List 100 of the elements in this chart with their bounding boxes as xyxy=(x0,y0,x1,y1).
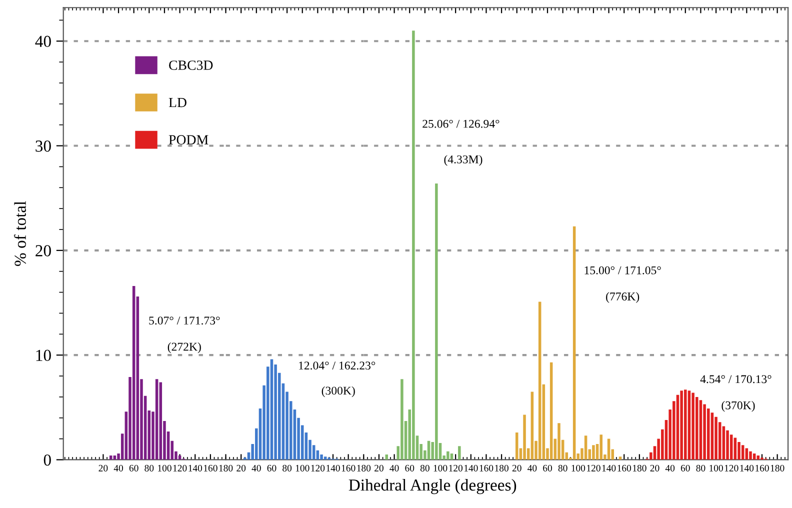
legend-label: PODM xyxy=(168,135,208,144)
bar xyxy=(730,434,733,460)
bar xyxy=(680,390,683,460)
bar xyxy=(676,394,680,460)
x-tick-label: 180 xyxy=(495,464,508,472)
x-tick-label: 40 xyxy=(665,464,675,472)
x-tick-label: 120 xyxy=(587,464,600,472)
x-tick-label: 100 xyxy=(296,464,310,472)
x-tick-label: 60 xyxy=(405,464,414,472)
x-axis-title: Dihedral Angle (degrees) xyxy=(348,478,516,494)
bar xyxy=(749,451,752,460)
x-tick-label: 120 xyxy=(173,464,187,472)
x-tick-label: 140 xyxy=(326,464,340,472)
y-tick-label: 30 xyxy=(36,140,51,152)
bar xyxy=(592,445,595,460)
x-tick-label: 160 xyxy=(204,464,218,472)
x-tick-label: 80 xyxy=(420,464,430,472)
x-tick-label: 100 xyxy=(710,464,723,472)
bar xyxy=(572,226,576,460)
x-tick-label: 60 xyxy=(680,464,690,472)
x-tick-label: 120 xyxy=(724,464,738,472)
legend-label: LD xyxy=(168,98,186,108)
x-tick-label: 140 xyxy=(602,464,616,472)
x-tick-label: 80 xyxy=(696,464,706,472)
bar xyxy=(400,379,404,460)
x-tick-label: 180 xyxy=(632,464,646,472)
bar xyxy=(692,392,694,460)
bar xyxy=(722,426,726,460)
x-tick-label: 160 xyxy=(342,464,356,472)
annotation: (272K) xyxy=(168,342,201,354)
x-tick-label: 20 xyxy=(236,464,246,472)
x-tick-label: 60 xyxy=(129,464,138,472)
x-tick-label: 120 xyxy=(449,464,462,472)
bar xyxy=(600,434,603,460)
bar xyxy=(515,432,518,460)
bar xyxy=(550,362,553,460)
bar xyxy=(458,446,461,460)
bar xyxy=(435,183,438,460)
bar xyxy=(538,302,542,460)
x-tick-label: 80 xyxy=(558,464,568,472)
bar xyxy=(270,359,274,460)
bar xyxy=(159,382,162,460)
bar xyxy=(684,390,687,460)
bar xyxy=(745,448,748,460)
x-tick-label: 100 xyxy=(572,464,586,472)
bar xyxy=(699,400,702,460)
x-tick-label: 140 xyxy=(188,464,202,472)
bar xyxy=(607,438,610,460)
x-tick-label: 180 xyxy=(770,464,784,472)
x-tick-label: 120 xyxy=(311,464,325,472)
y-tick-label: 40 xyxy=(35,36,51,48)
bar xyxy=(446,451,450,460)
x-tick-label: 140 xyxy=(464,464,478,472)
x-tick-label: 180 xyxy=(219,464,233,472)
y-tick-label: 0 xyxy=(44,454,51,466)
bar xyxy=(155,379,158,460)
annotation: (300K) xyxy=(322,386,355,398)
bar xyxy=(412,30,415,460)
x-tick-label: 20 xyxy=(512,464,522,472)
x-tick-label: 40 xyxy=(252,464,261,472)
x-tick-label: 160 xyxy=(480,464,494,472)
annotation: (370K) xyxy=(722,401,755,412)
x-tick-label: 40 xyxy=(528,464,537,472)
x-tick-label: 20 xyxy=(374,464,384,472)
x-tick-label: 40 xyxy=(114,464,124,472)
bar xyxy=(741,445,744,460)
bar xyxy=(726,430,729,460)
bar xyxy=(703,404,706,460)
annotation: (4.33M) xyxy=(444,155,482,166)
bar xyxy=(710,412,714,460)
x-tick-label: 20 xyxy=(650,464,660,472)
x-tick-label: 20 xyxy=(98,464,108,472)
bar xyxy=(688,390,691,460)
annotation: 5.07° / 171.73° xyxy=(149,316,220,325)
annotation: 12.04° / 162.23° xyxy=(299,362,376,370)
bar xyxy=(523,414,526,460)
annotation: 25.06° / 126.94° xyxy=(422,120,500,128)
legend-label: CBC3D xyxy=(169,60,213,70)
annotation: 15.00° / 171.05° xyxy=(584,266,661,274)
x-tick-label: 100 xyxy=(158,464,172,472)
x-tick-label: 80 xyxy=(282,464,292,472)
bar xyxy=(558,423,560,460)
annotation: 4.54° / 170.13° xyxy=(700,375,772,384)
bar xyxy=(714,416,718,460)
bar xyxy=(584,436,588,460)
bar xyxy=(738,442,740,460)
y-tick-label: 20 xyxy=(36,245,51,256)
x-tick-label: 60 xyxy=(543,464,552,472)
x-tick-label: 100 xyxy=(434,464,448,472)
bar xyxy=(530,392,534,460)
x-tick-label: 160 xyxy=(756,464,769,472)
bar xyxy=(706,408,710,460)
x-tick-label: 40 xyxy=(390,464,399,472)
annotation: (776K) xyxy=(606,292,640,303)
bar xyxy=(696,396,698,460)
x-tick-label: 140 xyxy=(740,464,754,472)
x-tick-label: 180 xyxy=(357,464,371,472)
x-tick-label: 60 xyxy=(267,464,276,472)
x-tick-label: 160 xyxy=(618,464,632,472)
y-axis-title: % of total xyxy=(14,201,26,266)
